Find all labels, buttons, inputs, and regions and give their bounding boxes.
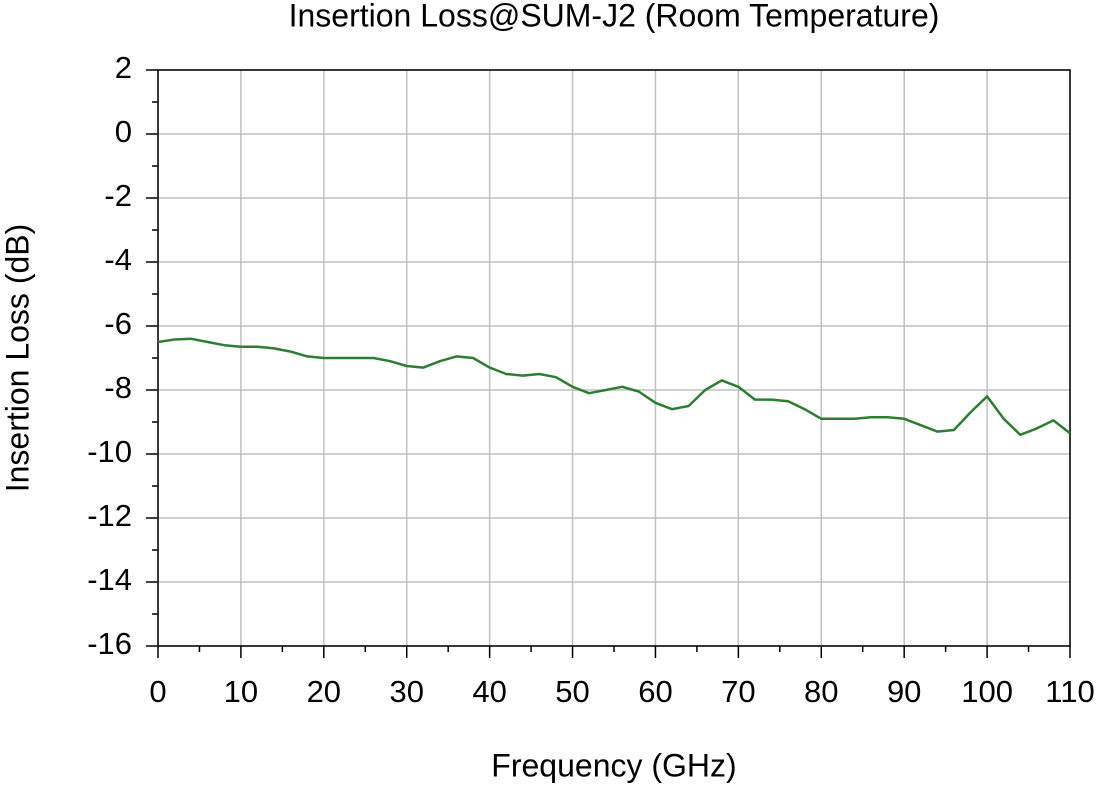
y-tick-label: 2	[115, 50, 132, 85]
data-line	[157, 337, 1071, 437]
x-tick-label: 20	[307, 674, 341, 709]
x-tick-label: 40	[472, 674, 506, 709]
x-tick-label: 80	[804, 674, 838, 709]
y-tick-label: -14	[87, 562, 132, 597]
x-tick-label: 30	[389, 674, 423, 709]
y-axis-title: Insertion Loss (dB)	[0, 224, 35, 493]
x-axis-title: Frequency (GHz)	[491, 747, 736, 783]
x-tick-label: 90	[887, 674, 921, 709]
y-tick-label: -8	[104, 370, 132, 405]
y-tick-label: -2	[104, 178, 132, 213]
chart-title: Insertion Loss@SUM-J2 (Room Temperature)	[289, 0, 940, 33]
y-tick-label: -12	[87, 498, 132, 533]
y-tick-label: -6	[104, 306, 132, 341]
x-tick-label: 70	[721, 674, 755, 709]
plot-frame	[157, 69, 1071, 647]
y-tick-label: 0	[115, 114, 132, 149]
x-tick-label: 0	[149, 674, 166, 709]
x-tick-label: 50	[555, 674, 589, 709]
y-tick-label: -10	[87, 434, 132, 469]
x-tick-label: 10	[224, 674, 258, 709]
x-tick-label: 100	[961, 674, 1013, 709]
y-tick-label: -16	[87, 626, 132, 661]
x-tick-label: 110	[1045, 674, 1094, 709]
x-tick-label: 60	[638, 674, 672, 709]
y-tick-label: -4	[104, 242, 132, 277]
